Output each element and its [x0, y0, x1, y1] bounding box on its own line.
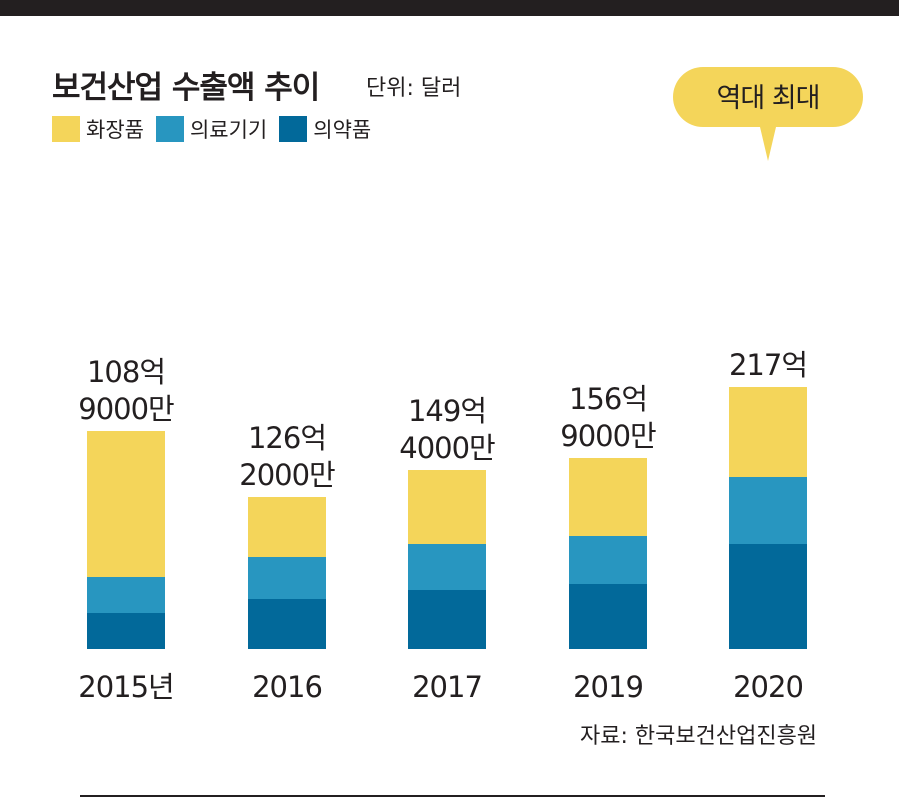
legend-item-pharmaceuticals: 의약품	[279, 114, 371, 144]
bar-2015-medical-devices	[87, 577, 165, 613]
total-label-2017-line1: 149억	[408, 394, 486, 428]
source-label: 자료: 한국보건산업진흥원	[580, 724, 818, 749]
total-label-2016-line1: 126억	[248, 421, 326, 455]
bar-2020-cosmetics	[729, 387, 807, 477]
bar-2016-cosmetics	[248, 497, 326, 557]
bar-2020-pharmaceuticals	[729, 544, 807, 649]
legend-swatch-cosmetics	[52, 116, 80, 142]
legend-label-medical-devices: 의료기기	[189, 118, 268, 142]
legend: 화장품 의료기기 의약품	[52, 116, 383, 142]
legend-swatch-pharmaceuticals	[279, 116, 308, 142]
unit-label: 단위: 달러	[366, 76, 462, 101]
x-tick-label-2016: 2016	[252, 670, 322, 704]
bar-2016-medical-devices	[248, 557, 326, 599]
chart-title: 보건산업 수출액 추이	[52, 70, 320, 106]
bar-2017-cosmetics	[408, 470, 486, 544]
total-label-2017-line2: 4000만	[399, 431, 495, 465]
top-bar	[0, 0, 899, 16]
x-tick-label-2017: 2017	[412, 670, 482, 704]
callout-text: 역대 최대	[717, 83, 820, 114]
total-label-2019-line1: 156억	[569, 382, 647, 416]
legend-label-pharmaceuticals: 의약품	[313, 118, 372, 142]
bar-2015-cosmetics	[87, 431, 165, 577]
total-label-2019-line2: 9000만	[560, 419, 656, 453]
legend-swatch-medical-devices	[155, 116, 184, 142]
total-label-2015-line2: 9000만	[78, 392, 174, 426]
legend-item-cosmetics: 화장품	[52, 114, 144, 144]
x-tick-label-2020: 2020	[733, 670, 803, 704]
bar-2017-medical-devices	[408, 544, 486, 590]
bar-2019-medical-devices	[569, 536, 647, 584]
bar-2017-pharmaceuticals	[408, 590, 486, 649]
total-label-2015-line1: 108억	[87, 355, 165, 389]
bar-2020-medical-devices	[729, 477, 807, 544]
legend-label-cosmetics: 화장품	[86, 118, 144, 142]
bottom-rule	[80, 795, 825, 797]
bar-2016-pharmaceuticals	[248, 599, 326, 649]
bar-2015-pharmaceuticals	[87, 613, 165, 649]
legend-item-medical-devices: 의료기기	[155, 114, 268, 144]
x-tick-label-2015: 2015년	[78, 670, 173, 704]
total-label-2016-line2: 2000만	[239, 458, 335, 492]
total-label-2020-line1: 217억	[729, 348, 807, 382]
bar-2019-pharmaceuticals	[569, 584, 647, 649]
bar-2019-cosmetics	[569, 458, 647, 536]
x-tick-label-2019: 2019	[573, 670, 643, 704]
callout-bubble	[673, 67, 863, 161]
